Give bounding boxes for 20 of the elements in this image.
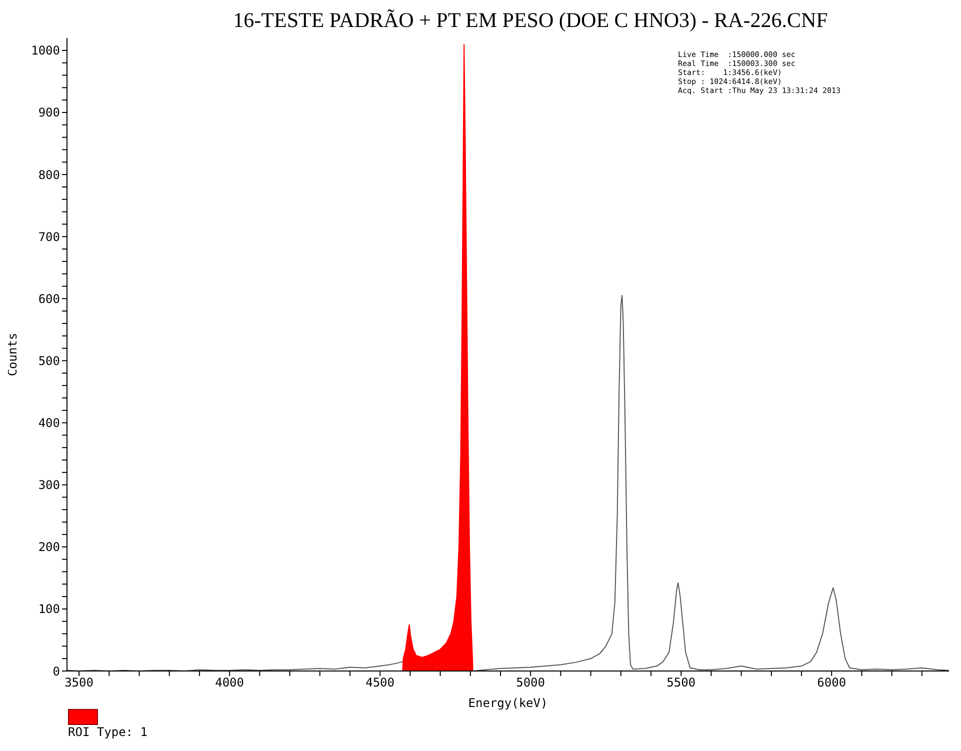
y-tick-label: 100 <box>38 602 60 616</box>
y-tick-label: 700 <box>38 230 60 244</box>
y-tick-label: 500 <box>38 354 60 368</box>
y-tick-label: 600 <box>38 292 60 306</box>
y-tick-label: 400 <box>38 416 60 430</box>
x-tick-label: 5000 <box>516 676 546 690</box>
x-tick-label: 4000 <box>215 676 244 690</box>
y-tick-label: 0 <box>52 664 60 678</box>
x-tick-label: 3500 <box>64 676 94 690</box>
y-tick-label: 200 <box>38 540 60 554</box>
y-tick-label: 800 <box>38 168 60 182</box>
legend-label: ROI Type: 1 <box>68 725 148 739</box>
y-tick-label: 1000 <box>31 44 60 58</box>
y-tick-label: 300 <box>38 478 60 492</box>
x-tick-label: 6000 <box>817 676 846 690</box>
x-tick-label: 5500 <box>666 676 696 690</box>
x-tick-label: 4500 <box>366 676 395 690</box>
y-tick-label: 900 <box>38 106 60 120</box>
x-axis-title: Energy(keV) <box>468 696 548 710</box>
chart-title: 16-TESTE PADRÃO + PT EM PESO (DOE C HNO3) - RA-226.CNF <box>232 8 829 34</box>
